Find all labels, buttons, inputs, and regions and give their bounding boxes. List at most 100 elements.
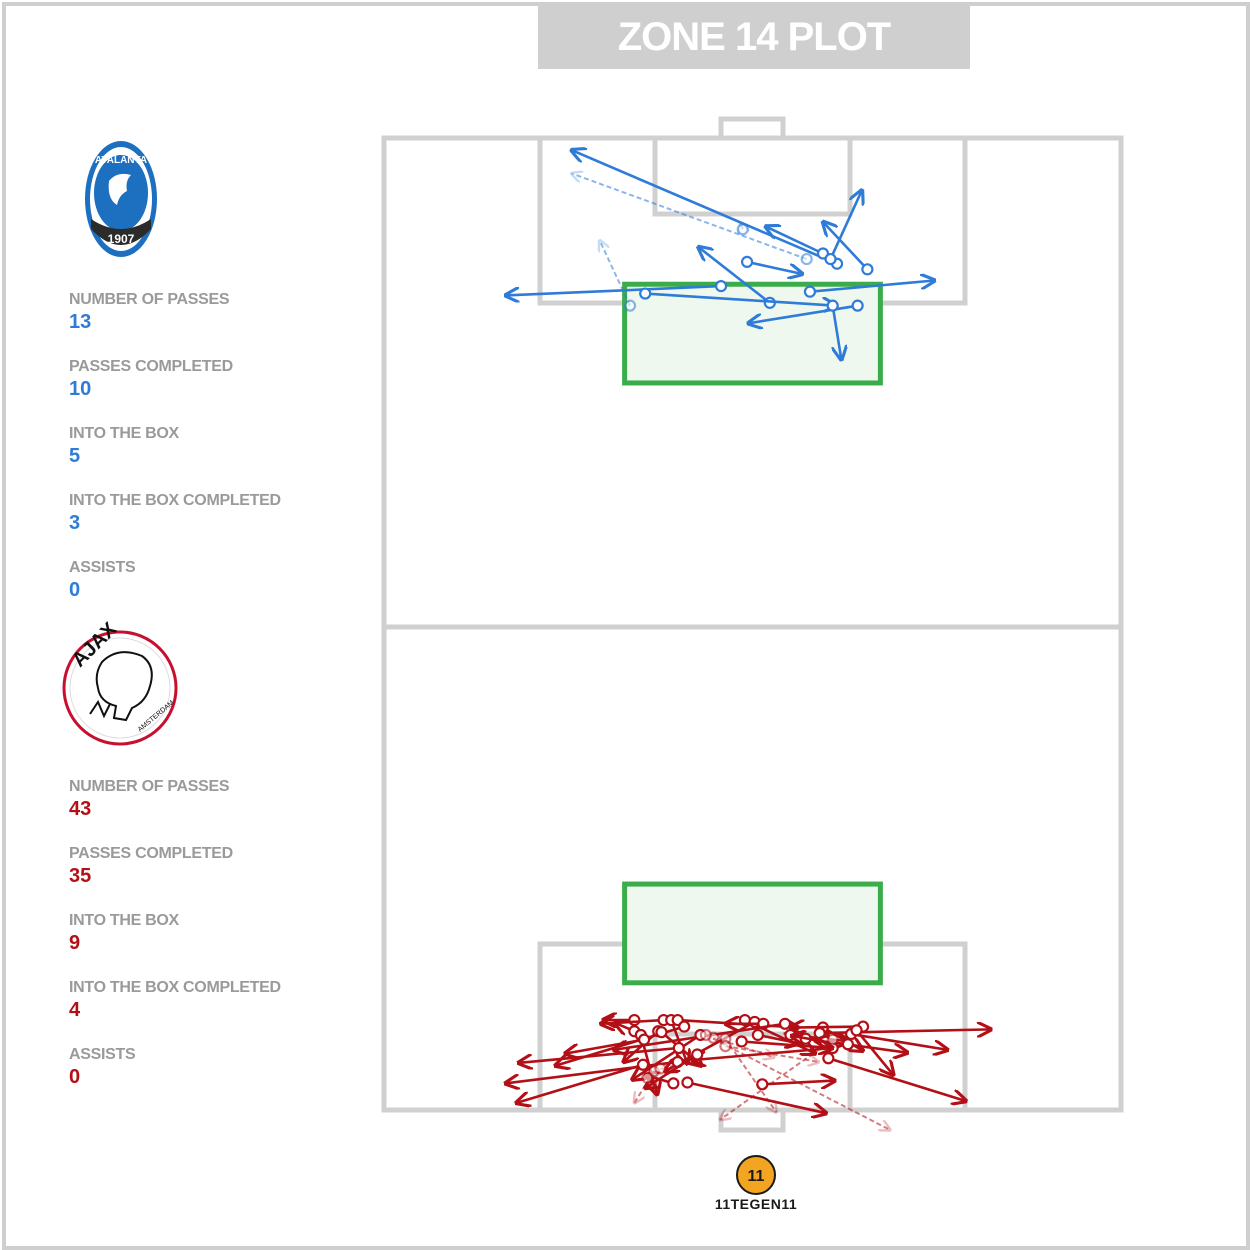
pass-arrows — [505, 150, 991, 1130]
pass-arrow-completed — [827, 1057, 966, 1101]
pass-arrow-incomplete — [634, 1070, 655, 1103]
pass-origin — [740, 255, 754, 268]
pass-arrow-completed — [855, 1029, 894, 1075]
stat-label: ASSISTS — [69, 1046, 136, 1063]
pass-origin — [638, 1033, 651, 1046]
pass-origin — [678, 1020, 691, 1033]
pass-arrow-completed — [741, 1041, 833, 1048]
stat-label: INTO THE BOX COMPLETED — [69, 492, 281, 509]
stat-value: 9 — [69, 932, 81, 954]
stat-value: 35 — [69, 865, 92, 887]
pass-origin — [655, 1026, 668, 1039]
stat-value: 10 — [69, 378, 92, 400]
pass-origin — [681, 1076, 694, 1089]
pass-arrow-completed — [850, 1032, 947, 1050]
passes-atalanta — [505, 150, 934, 360]
pass-origin — [850, 1024, 863, 1037]
credit-text: 11TEGEN11 — [714, 1196, 798, 1212]
pass-origin — [841, 1038, 854, 1051]
pass-origin — [719, 1040, 732, 1053]
pass-arrow-incomplete — [705, 1034, 890, 1130]
pass-origin — [641, 1071, 654, 1084]
pass-arrow-completed — [829, 190, 862, 260]
stat-assists: ASSISTS 0 — [69, 558, 369, 603]
pass-arrow-completed — [518, 1046, 679, 1063]
pass-arrow-incomplete — [720, 1038, 834, 1120]
pass-origin — [800, 252, 813, 266]
pass-origin — [623, 299, 637, 312]
stat-into-the-box: INTO THE BOX 5 — [69, 424, 369, 469]
pass-origin — [861, 263, 874, 276]
pass-arrow-completed — [516, 1063, 644, 1103]
stats-panel-ajax: NUMBER OF PASSES 43 PASSES COMPLETED 35 … — [69, 777, 369, 1112]
pass-arrow-completed — [790, 1027, 864, 1028]
stat-value: 43 — [69, 798, 92, 820]
pass-origin — [784, 1028, 797, 1042]
pass-origin — [803, 285, 817, 298]
pass-arrow-completed — [748, 304, 858, 324]
pass-origin — [824, 252, 837, 266]
stat-number-of-passes: NUMBER OF PASSES 13 — [69, 290, 369, 335]
pass-arrow-completed — [565, 1038, 645, 1054]
pass-arrow-completed — [505, 284, 722, 295]
pass-origin — [699, 1028, 712, 1042]
stat-value: 5 — [69, 445, 81, 467]
pass-origin — [822, 1052, 835, 1065]
pass-origin — [736, 223, 749, 236]
stat-label: INTO THE BOX — [69, 912, 179, 929]
stat-value: 0 — [69, 579, 81, 601]
passes-ajax — [505, 1015, 991, 1130]
pass-arrow-completed — [831, 305, 842, 360]
stat-value: 3 — [69, 512, 81, 534]
pass-arrow-incomplete — [572, 173, 808, 261]
pass-origin — [636, 1058, 650, 1071]
pass-arrow-completed — [698, 247, 771, 304]
stat-passes-completed: PASSES COMPLETED 35 — [69, 844, 369, 889]
stat-into-the-box-completed: INTO THE BOX COMPLETED 4 — [69, 978, 369, 1023]
stat-passes-completed: PASSES COMPLETED 10 — [69, 357, 369, 402]
pass-arrow-completed — [746, 260, 802, 274]
pass-origin — [851, 299, 864, 312]
stats-panel-atalanta: NUMBER OF PASSES 13 PASSES COMPLETED 10 … — [69, 290, 369, 625]
stat-label: PASSES COMPLETED — [69, 358, 233, 375]
stat-into-the-box: INTO THE BOX 9 — [69, 911, 369, 956]
pass-origin — [667, 1077, 680, 1090]
pass-origin — [826, 1033, 839, 1046]
pass-arrow-completed — [572, 150, 838, 265]
page-title: ZONE 14 PLOT — [538, 5, 970, 69]
stat-label: NUMBER OF PASSES — [69, 778, 230, 795]
stat-label: PASSES COMPLETED — [69, 845, 233, 862]
pass-origin — [672, 1041, 685, 1055]
stat-label: ASSISTS — [69, 559, 136, 576]
stat-value: 4 — [69, 999, 81, 1021]
zone14-ajax — [622, 881, 883, 986]
zone14-areas — [622, 281, 883, 986]
goal-bottom — [718, 1107, 786, 1133]
pass-origin — [826, 299, 839, 312]
goal-top — [718, 116, 786, 141]
stat-value: 0 — [69, 1066, 81, 1088]
pass-arrow-completed — [624, 1030, 660, 1062]
stat-label: INTO THE BOX COMPLETED — [69, 979, 281, 996]
pass-origin — [778, 1017, 792, 1030]
pass-arrow-completed — [809, 281, 935, 293]
zone14-atalanta — [622, 281, 883, 386]
pass-origin — [691, 1048, 704, 1061]
pass-origin — [751, 1028, 765, 1042]
stat-label: NUMBER OF PASSES — [69, 291, 230, 308]
pass-arrow-completed — [687, 1081, 826, 1113]
pass-arrow-completed — [766, 226, 824, 255]
pass-arrow-incomplete — [724, 1038, 776, 1113]
pass-arrow-incomplete — [600, 240, 631, 307]
stat-label: INTO THE BOX — [69, 425, 179, 442]
pass-origin — [654, 1062, 667, 1075]
pass-arrow-completed — [823, 222, 869, 271]
six-yard-box-top — [652, 135, 853, 217]
pass-origin — [628, 1013, 641, 1027]
stat-assists: ASSISTS 0 — [69, 1045, 369, 1090]
pitch-lines — [381, 116, 1124, 1133]
pass-arrow-completed — [645, 292, 836, 306]
stat-value: 13 — [69, 311, 92, 333]
